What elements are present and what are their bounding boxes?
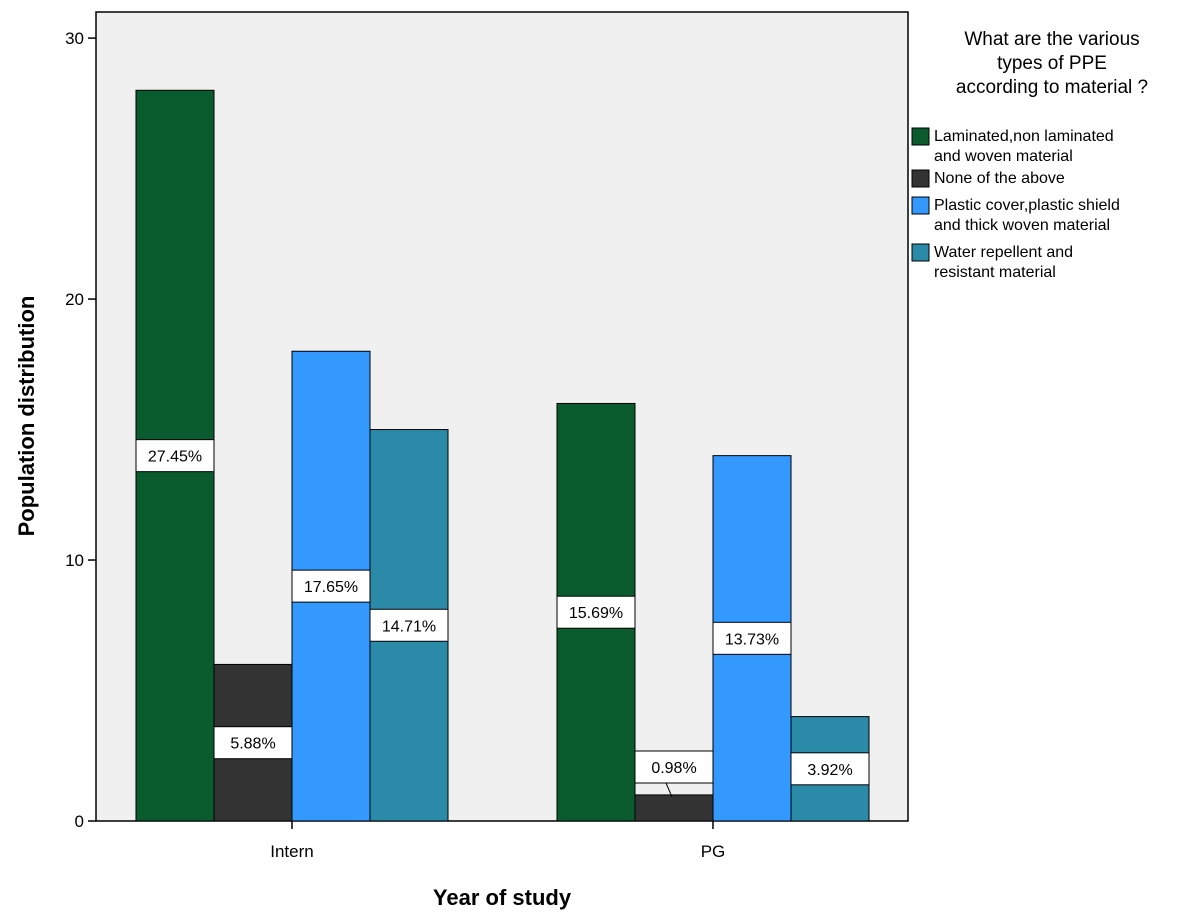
data-label: 5.88% [230, 736, 275, 753]
data-label-box [790, 752, 870, 786]
data-label-box [369, 608, 449, 642]
data-label: 3.92% [807, 762, 852, 779]
legend-entry-label: and woven material [934, 148, 1073, 165]
data-label: 27.45% [148, 449, 202, 466]
y-tick-label: 30 [65, 29, 84, 48]
bar [634, 794, 714, 822]
x-axis-title: Year of study [433, 885, 572, 910]
data-label: 0.98% [651, 760, 696, 777]
data-label-box [135, 439, 215, 473]
data-label: 17.65% [304, 579, 358, 596]
legend-title: according to material ? [956, 77, 1148, 98]
y-axis-title: Population distribution [14, 296, 39, 537]
legend-swatch [911, 127, 930, 146]
legend-title: types of PPE [997, 53, 1107, 74]
data-label-box [556, 595, 636, 629]
data-label: 15.69% [569, 605, 623, 622]
legend-entry-label: Water repellent and [934, 244, 1073, 261]
legend-swatch [911, 169, 930, 188]
data-label: 13.73% [725, 631, 779, 648]
data-label-leader [665, 782, 673, 798]
legend-entry-label: and thick woven material [934, 217, 1110, 234]
legend-swatch [911, 196, 930, 215]
data-label-box [291, 569, 371, 603]
data-label: 14.71% [382, 618, 436, 635]
legend-title: What are the various [964, 29, 1139, 50]
x-tick-label: Intern [270, 842, 313, 861]
data-label-box [712, 621, 792, 655]
legend-swatch [911, 243, 930, 262]
data-label-box [634, 750, 714, 784]
legend-entry-label: Laminated,non laminated [934, 128, 1114, 145]
y-tick-label: 20 [65, 290, 84, 309]
axes-layer: 0 10 20 30 Intern PG [65, 29, 725, 861]
y-tick-label: 10 [65, 551, 84, 570]
data-labels-layer: 27.45% 5.88% 17.65% 14.71% 15.69% 0.98% 13.73%… [135, 439, 870, 798]
x-tick-label: PG [701, 842, 726, 861]
y-tick-label: 0 [75, 812, 84, 831]
legend-entry-label: None of the above [934, 170, 1065, 187]
legend-entry-label: Plastic cover,plastic shield [934, 197, 1120, 214]
legend: What are the various types of PPE accordin… [911, 29, 1148, 281]
data-label-box [213, 726, 293, 760]
legend-entry-label: resistant material [934, 264, 1056, 281]
